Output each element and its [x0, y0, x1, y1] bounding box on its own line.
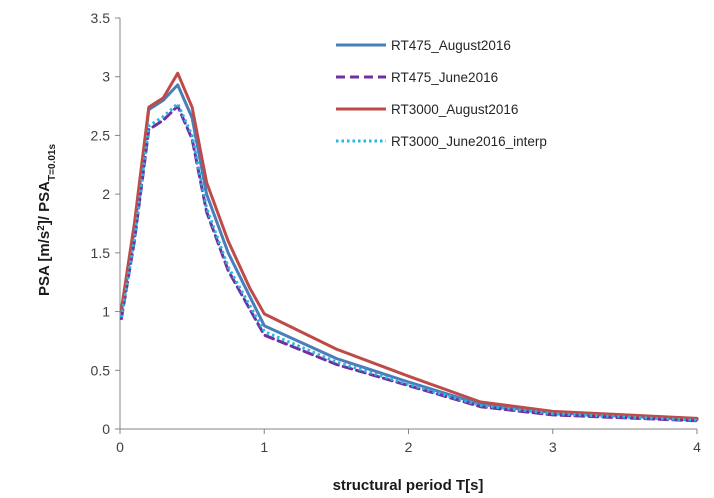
y-axis-title-subscript: T=0.01s — [47, 144, 58, 181]
y-tick-label: 3 — [102, 69, 110, 85]
series-line-0 — [119, 83, 699, 422]
legend: RT475_August2016 RT475_June2016 RT3000_Aug… — [336, 38, 547, 149]
y-tick-label: 1.5 — [91, 245, 111, 261]
x-axis-ticks: 0 1 2 3 4 — [116, 429, 701, 455]
series-line-1 — [119, 104, 699, 423]
y-tick-label: 1 — [102, 304, 110, 320]
y-axis-title-middle: ]/ PSA — [36, 181, 53, 225]
y-axis-title-prefix: PSA [m/s — [36, 231, 53, 296]
x-tick-label: 1 — [260, 439, 268, 455]
legend-label-1: RT475_June2016 — [391, 70, 498, 85]
x-tick-label: 3 — [549, 439, 557, 455]
legend-label-0: RT475_August2016 — [391, 38, 511, 53]
y-tick-label: 0.5 — [91, 362, 111, 378]
x-tick-label: 2 — [405, 439, 413, 455]
y-axis-title: PSA [m/s2]/ PSAT=0.01s — [36, 144, 58, 296]
series-layer — [119, 71, 699, 423]
y-tick-label: 0 — [102, 421, 110, 437]
y-axis-title-superscript: 2 — [36, 225, 47, 231]
y-tick-label: 2 — [102, 186, 110, 202]
y-tick-label: 3.5 — [91, 10, 111, 26]
series-line-3 — [119, 102, 698, 422]
legend-label-3: RT3000_June2016_interp — [391, 134, 547, 149]
y-tick-label: 2.5 — [91, 127, 111, 143]
legend-label-2: RT3000_August2016 — [391, 102, 518, 117]
series-line-2 — [119, 71, 699, 420]
x-tick-label: 4 — [693, 439, 701, 455]
x-axis-title: structural period T[s] — [333, 477, 484, 494]
x-tick-label: 0 — [116, 439, 124, 455]
y-axis-ticks: 0 0.5 1 1.5 2 2.5 3 3.5 — [91, 10, 120, 437]
